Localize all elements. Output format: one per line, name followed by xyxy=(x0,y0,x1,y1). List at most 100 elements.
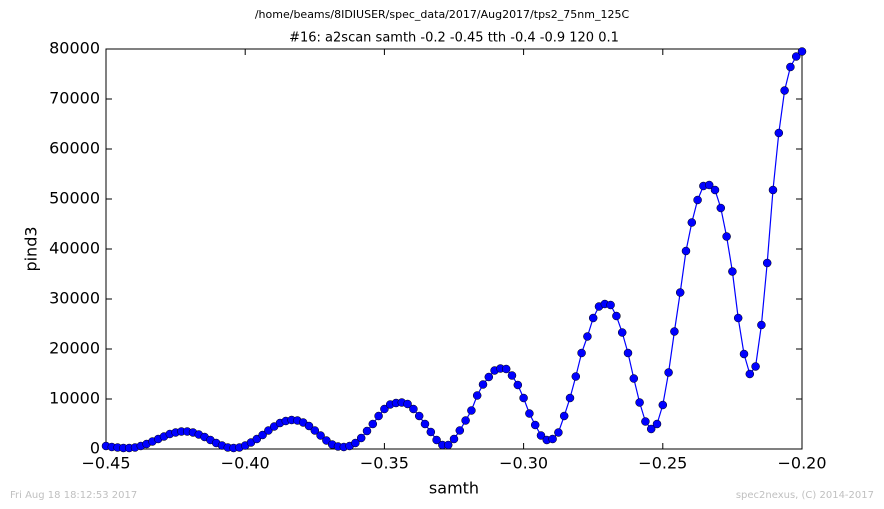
data-point xyxy=(519,393,528,403)
data-point xyxy=(467,406,476,415)
data-point xyxy=(362,426,372,436)
data-point xyxy=(646,424,656,434)
data-point xyxy=(513,380,523,390)
data-point xyxy=(786,62,795,72)
data-point xyxy=(258,430,267,440)
data-point xyxy=(797,47,807,56)
data-point xyxy=(420,419,430,429)
data-point xyxy=(681,246,691,256)
footer-right: spec2nexus, (C) 2014-2017 xyxy=(736,490,874,501)
data-point xyxy=(432,435,441,445)
y-tick-label: 0 xyxy=(90,439,100,458)
data-point xyxy=(461,416,470,425)
data-point xyxy=(501,364,511,374)
data-point xyxy=(409,404,418,414)
data-point xyxy=(530,420,540,430)
y-tick-label: 20000 xyxy=(49,339,100,358)
data-point xyxy=(762,258,772,268)
data-point xyxy=(559,411,569,421)
data-point xyxy=(751,362,760,371)
data-point xyxy=(443,440,453,450)
data-point xyxy=(316,431,325,440)
data-point xyxy=(606,300,615,310)
data-point xyxy=(554,428,563,437)
data-point xyxy=(478,380,488,389)
x-axis-label: samth xyxy=(429,479,479,498)
data-point xyxy=(351,438,360,448)
y-axis-label: pind3 xyxy=(22,226,41,271)
series-line xyxy=(105,51,803,449)
data-point xyxy=(310,426,320,435)
x-tick-label: −0.30 xyxy=(499,454,548,473)
data-point xyxy=(757,320,766,330)
data-point xyxy=(722,232,731,241)
y-tick-label: 80000 xyxy=(49,39,100,58)
y-tick-label: 40000 xyxy=(49,239,100,258)
data-point xyxy=(658,400,668,410)
x-tick-label: −0.25 xyxy=(638,454,687,473)
footer-left: Fri Aug 18 18:12:53 2017 xyxy=(10,490,137,501)
data-point xyxy=(507,371,517,380)
data-point xyxy=(403,399,412,409)
data-point xyxy=(322,436,331,445)
data-point xyxy=(704,180,714,190)
data-point xyxy=(664,368,673,377)
data-point xyxy=(745,369,755,379)
data-point xyxy=(780,86,789,95)
data-point xyxy=(629,374,639,383)
data-point xyxy=(455,426,465,435)
data-point xyxy=(652,419,662,429)
data-point xyxy=(739,349,749,359)
data-point xyxy=(710,185,720,195)
data-point xyxy=(623,348,633,358)
data-point xyxy=(635,398,644,407)
data-point xyxy=(577,348,586,358)
data-point xyxy=(791,52,801,61)
data-point xyxy=(374,411,383,421)
data-point xyxy=(675,288,685,297)
data-point xyxy=(426,427,436,437)
y-tick-label: 60000 xyxy=(49,139,100,158)
data-point xyxy=(687,218,697,227)
data-point xyxy=(617,328,627,337)
data-point xyxy=(368,419,378,429)
data-point xyxy=(733,313,743,323)
y-tick-label: 30000 xyxy=(49,289,100,308)
data-point xyxy=(484,372,494,382)
data-point xyxy=(380,404,389,414)
y-tick-label: 10000 xyxy=(49,389,100,408)
data-point xyxy=(356,433,366,443)
data-point xyxy=(548,434,557,444)
data-point xyxy=(414,411,424,421)
x-tick-label: −0.45 xyxy=(81,454,130,473)
plot-frame xyxy=(105,48,803,450)
x-tick-label: −0.40 xyxy=(221,454,270,473)
data-point xyxy=(588,313,598,323)
data-point xyxy=(670,327,679,336)
data-point xyxy=(583,332,592,341)
data-point xyxy=(525,409,534,418)
data-point xyxy=(565,393,575,403)
data-point xyxy=(536,431,546,440)
y-tick-label: 70000 xyxy=(49,89,100,108)
y-tick-label: 50000 xyxy=(49,189,100,208)
chart-title: #16: a2scan samth -0.2 -0.45 tth -0.4 -0… xyxy=(289,31,619,46)
data-point xyxy=(716,203,726,213)
data-point xyxy=(774,128,784,138)
data-point xyxy=(728,267,737,276)
data-point xyxy=(264,426,273,435)
data-point xyxy=(472,391,482,400)
data-point xyxy=(304,421,314,431)
data-point xyxy=(571,372,581,381)
x-tick-label: −0.20 xyxy=(777,454,826,473)
data-point xyxy=(612,311,621,321)
suptitle: /home/beams/8IDIUSER/spec_data/2017/Aug2… xyxy=(255,8,630,21)
data-point xyxy=(693,195,702,205)
data-point xyxy=(449,434,459,444)
data-point xyxy=(252,434,262,444)
x-tick-label: −0.35 xyxy=(360,454,409,473)
data-point xyxy=(641,417,650,426)
data-point xyxy=(768,185,778,195)
